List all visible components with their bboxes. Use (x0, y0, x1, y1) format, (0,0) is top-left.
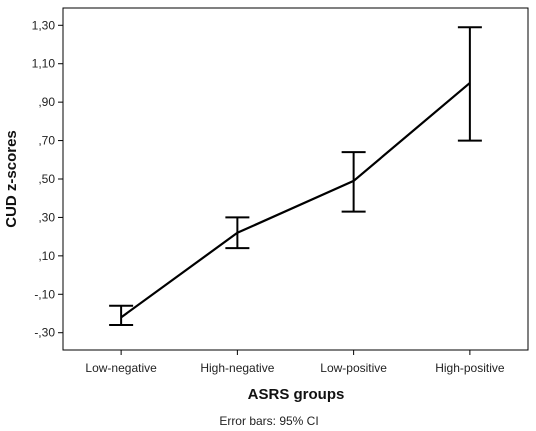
y-axis-ticks: -,30 -,10 ,10 ,30 ,50 ,70 ,90 1,10 1,30 (32, 18, 63, 340)
x-tick-label: High-negative (200, 361, 274, 375)
y-tick-label: ,10 (38, 249, 55, 263)
error-bar (341, 151, 366, 213)
x-tick-label: Low-positive (320, 361, 387, 375)
error-bar (457, 26, 482, 142)
y-axis-title: CUD z-scores (3, 130, 20, 228)
y-tick-label: ,70 (38, 134, 55, 148)
series-layer (120, 82, 471, 319)
y-tick-label: ,50 (38, 172, 55, 186)
series-line (120, 82, 471, 319)
y-tick-label: ,90 (38, 95, 55, 109)
error-bars-footnote: Error bars: 95% CI (219, 414, 318, 428)
x-tick-label: High-positive (435, 361, 505, 375)
x-tick-label: Low-negative (85, 361, 157, 375)
plot-area (62, 7, 529, 351)
error-bars (109, 26, 482, 327)
y-tick-label: -,30 (34, 326, 55, 340)
x-axis-ticks: Low-negative High-negative Low-positive Hig… (85, 350, 505, 375)
y-tick-label: ,30 (38, 210, 55, 224)
error-bar (109, 304, 134, 327)
y-tick-label: 1,30 (32, 18, 56, 32)
error-bar (225, 216, 250, 250)
y-tick-label: 1,10 (32, 57, 56, 71)
x-axis-title: ASRS groups (248, 386, 345, 403)
y-tick-label: -,10 (34, 287, 55, 301)
